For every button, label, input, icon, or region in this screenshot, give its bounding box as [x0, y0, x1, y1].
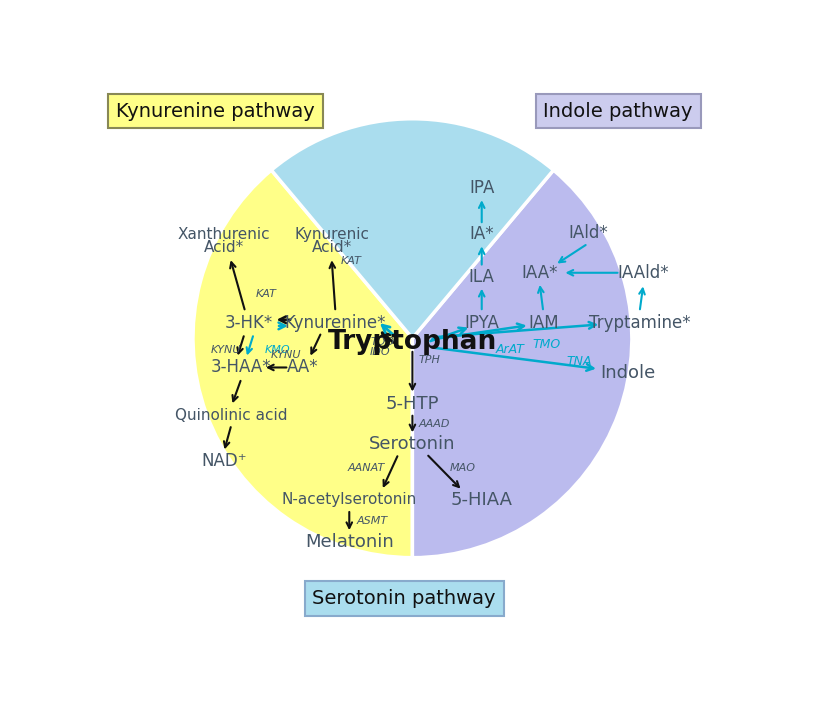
Text: Kynurenic: Kynurenic	[294, 226, 369, 242]
Text: Serotonin pathway: Serotonin pathway	[312, 589, 495, 608]
Text: IDO: IDO	[370, 347, 391, 357]
Text: ASMT: ASMT	[357, 517, 388, 526]
Text: KAT: KAT	[256, 289, 276, 299]
Text: Xanthurenic: Xanthurenic	[178, 226, 270, 242]
Text: Indole: Indole	[600, 364, 656, 382]
Text: AAAD: AAAD	[419, 418, 450, 429]
Text: Kynurenine pathway: Kynurenine pathway	[116, 102, 314, 121]
Text: 3-HK*: 3-HK*	[225, 314, 274, 332]
Text: IPYA: IPYA	[464, 314, 499, 332]
Text: KYNU: KYNU	[271, 350, 301, 360]
Text: IAld*: IAld*	[568, 224, 608, 242]
Wedge shape	[413, 170, 632, 558]
Text: AA*: AA*	[287, 358, 319, 376]
Text: NAD⁺: NAD⁺	[201, 452, 247, 470]
Text: 5-HTP: 5-HTP	[386, 395, 439, 413]
Text: AANAT: AANAT	[347, 463, 385, 472]
Text: IPA: IPA	[469, 179, 495, 197]
Text: 3-HAA*: 3-HAA*	[211, 358, 272, 376]
Text: IAA*: IAA*	[521, 264, 558, 282]
Text: Quinolinic acid: Quinolinic acid	[175, 408, 287, 423]
Text: KYNU: KYNU	[210, 345, 242, 355]
Text: Acid*: Acid*	[204, 240, 244, 255]
Text: Indole pathway: Indole pathway	[543, 102, 693, 121]
Text: IAAld*: IAAld*	[618, 264, 669, 282]
Text: KAT: KAT	[341, 257, 362, 266]
Text: Serotonin: Serotonin	[369, 435, 455, 454]
Text: N-acetylserotonin: N-acetylserotonin	[282, 492, 417, 508]
Text: Tryptamine*: Tryptamine*	[589, 314, 690, 332]
Text: TPH: TPH	[419, 355, 441, 365]
Text: 5-HIAA: 5-HIAA	[450, 491, 513, 509]
Text: Melatonin: Melatonin	[305, 533, 394, 551]
Text: ArAT: ArAT	[495, 343, 524, 356]
Text: MAO: MAO	[450, 463, 475, 472]
Text: IA*: IA*	[469, 225, 494, 243]
Text: TNA: TNA	[567, 355, 592, 368]
Wedge shape	[271, 118, 554, 338]
Wedge shape	[193, 170, 413, 558]
Text: Acid*: Acid*	[311, 240, 351, 255]
Text: ILA: ILA	[468, 268, 495, 285]
Text: IAM: IAM	[528, 314, 559, 332]
Text: TMO: TMO	[532, 338, 561, 351]
Text: Kynurenine*: Kynurenine*	[285, 314, 387, 332]
Text: Tryptophan: Tryptophan	[328, 329, 497, 355]
Text: TDO: TDO	[370, 337, 394, 347]
Text: KMO: KMO	[265, 345, 290, 355]
